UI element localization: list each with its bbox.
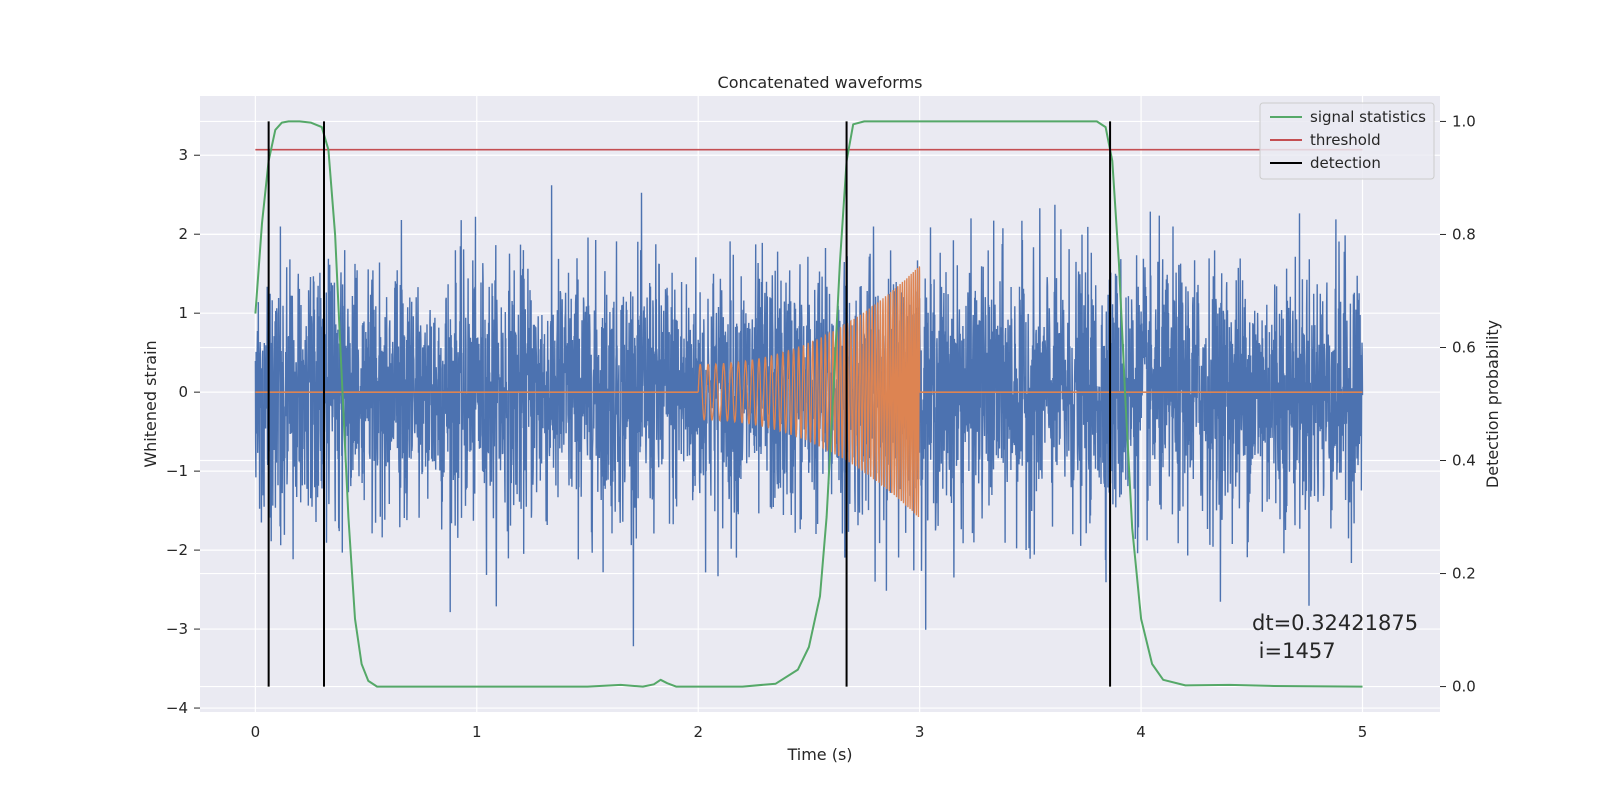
y2-tick-label: 0.0 [1452, 678, 1476, 696]
annotation-index: i=1457 [1252, 639, 1336, 663]
legend-label-signal-statistics: signal statistics [1310, 108, 1426, 126]
x-axis-title: Time (s) [786, 745, 852, 764]
y2-tick-label: 0.4 [1452, 452, 1476, 470]
signal-statistics-series [254, 120, 1363, 688]
y2-tick-label: 0.6 [1452, 338, 1476, 356]
x-tick-label: 1 [472, 723, 482, 741]
y-tick-label: −3 [166, 620, 188, 638]
y-tick-label: −1 [166, 462, 188, 480]
y-tick-label: 1 [178, 304, 188, 322]
legend-label-detection: detection [1310, 154, 1381, 172]
x-tick-label: 2 [693, 723, 703, 741]
x-tick-label: 5 [1358, 723, 1368, 741]
y2-axis-title: Detection probability [1483, 320, 1502, 488]
axis-ticks: 0 1 2 3 4 5 −4 −3 −2 −1 0 1 2 3 0.0 0.2 0.4 0.6 0.8 1.0 [166, 112, 1476, 741]
y-tick-label: −2 [166, 541, 188, 559]
y2-tick-label: 0.2 [1452, 565, 1476, 583]
y2-tick-label: 0.8 [1452, 225, 1476, 243]
chart-title: Concatenated waveforms [718, 73, 923, 92]
x-tick-label: 4 [1136, 723, 1146, 741]
signal-statistics-line [254, 120, 1363, 688]
legend-label-threshold: threshold [1310, 131, 1381, 149]
x-tick-label: 3 [915, 723, 925, 741]
y-tick-label: 3 [178, 146, 188, 164]
y-axis-title: Whitened strain [141, 340, 160, 467]
y-tick-label: −4 [166, 699, 188, 717]
annotation-dt: dt=0.32421875 [1252, 611, 1418, 635]
y-tick-label: 2 [178, 225, 188, 243]
x-tick-label: 0 [251, 723, 261, 741]
legend: signal statistics threshold detection [1259, 102, 1435, 180]
injection-series [255, 266, 1363, 518]
detection-series [267, 121, 1112, 687]
y-tick-label: 0 [178, 383, 188, 401]
injection-chirp-line [697, 266, 921, 518]
y2-tick-label: 1.0 [1452, 112, 1476, 130]
legend-box [1259, 102, 1435, 180]
